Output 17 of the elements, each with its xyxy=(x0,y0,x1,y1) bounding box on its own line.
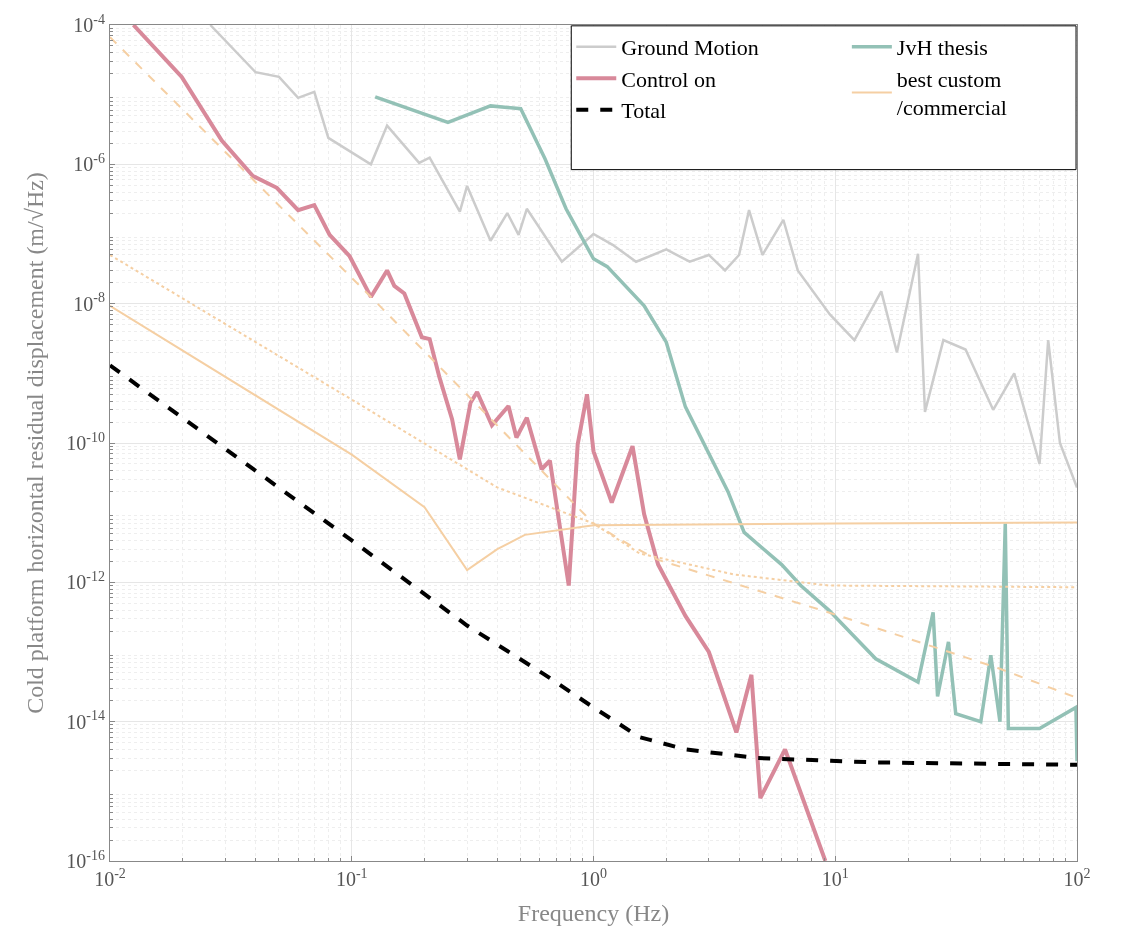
y-tick-label: 10$^{-6}$ xyxy=(73,150,105,176)
x-tick-label: 10$^{2}$ xyxy=(1063,865,1091,890)
x-tick-label: 10$^{0}$ xyxy=(580,865,607,890)
y-tick-label: 10$^{-4}$ xyxy=(73,11,105,36)
legend-label: Control on xyxy=(621,66,716,92)
y-tick-label: 10$^{-10}$ xyxy=(66,429,105,454)
x-tick-label: 10$^{-1}$ xyxy=(335,865,368,890)
legend-label: JvH thesis xyxy=(896,35,988,61)
y-tick-label: 10$^{-14}$ xyxy=(66,708,105,733)
x-tick-label: 10$^{1}$ xyxy=(821,865,849,890)
legend-label: best custom /commercial xyxy=(896,66,1007,121)
y-axis-title: Cold platform horizontal residual displacement (m/√Hz) xyxy=(22,172,49,714)
x-axis-title: Frequency (Hz) xyxy=(517,900,670,927)
y-tick-label: 10$^{-8}$ xyxy=(73,290,105,315)
legend-label: Total xyxy=(621,98,667,124)
y-tick-label: 10$^{-12}$ xyxy=(66,568,105,594)
legend-label: Ground Motion xyxy=(621,35,759,61)
